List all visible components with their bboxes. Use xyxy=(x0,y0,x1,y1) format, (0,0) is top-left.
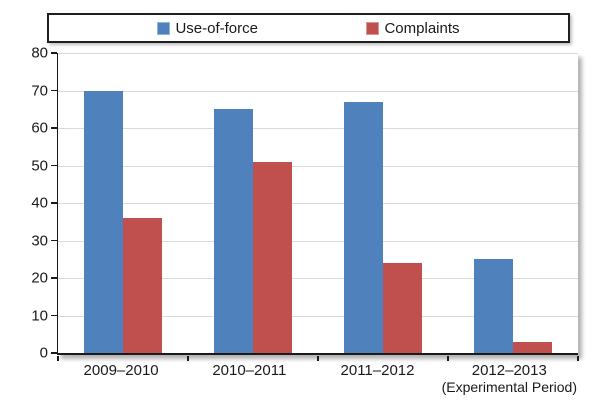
bar-use-of-force-2009–2010 xyxy=(84,90,123,353)
x-axis-label-text: 2010–2011 xyxy=(212,362,287,379)
x-axis-tick xyxy=(187,355,189,361)
gridline-30 xyxy=(58,240,578,242)
use-of-force-swatch-icon xyxy=(157,21,171,35)
gridline-60 xyxy=(58,128,578,129)
bar-complaints-2009–2010 xyxy=(123,218,162,353)
x-axis-sublabel-text: (Experimental Period) xyxy=(441,379,577,395)
x-axis-label-text: 2011–2012 xyxy=(340,362,415,379)
bar-use-of-force-2012–2013 xyxy=(474,259,513,353)
bar-group-2009–2010 xyxy=(58,53,188,353)
x-axis-label-2012–2013: 2012–2013 (Experimental Period) xyxy=(442,362,577,402)
bar-use-of-force-2011–2012 xyxy=(344,101,383,353)
bar-complaints-2011–2012 xyxy=(383,263,422,353)
y-axis-label: 10 xyxy=(31,307,48,324)
x-axis-label-2011–2012: 2011–2012 xyxy=(313,362,441,402)
gridline-40 xyxy=(58,203,578,204)
legend-item-complaints: Complaints xyxy=(366,19,460,37)
y-axis-label: 60 xyxy=(31,119,48,137)
legend-label-use-of-force: Use-of-force xyxy=(175,19,258,37)
x-axis-label-2009–2010: 2009–2010 xyxy=(57,362,185,402)
y-axis-tick xyxy=(51,164,57,167)
x-axis-label-text: 2009–2010 xyxy=(83,362,159,379)
y-axis-label: 0 xyxy=(39,344,48,362)
x-axis-tick xyxy=(57,355,59,361)
gridline-70 xyxy=(58,90,578,92)
x-axis-tick xyxy=(447,355,449,361)
y-axis-tick xyxy=(51,239,57,242)
y-axis-label: 20 xyxy=(31,269,48,287)
y-axis-tick xyxy=(51,352,57,354)
y-axis-tick xyxy=(51,127,57,129)
gridline-10 xyxy=(58,315,578,317)
complaints-swatch-icon xyxy=(366,21,380,35)
bar-complaints-2012–2013 xyxy=(513,341,552,353)
y-axis-tick xyxy=(51,89,57,92)
x-axis-label-2010–2011: 2010–2011 xyxy=(185,362,313,402)
bar-group-2011–2012 xyxy=(318,53,448,353)
bar-group-2012–2013 xyxy=(448,53,578,353)
x-axis-tick xyxy=(577,355,579,361)
x-axis-label-text: 2012–2013 xyxy=(471,362,547,379)
legend: Use-of-force Complaints xyxy=(47,13,570,43)
bar-complaints-2010–2011 xyxy=(253,161,292,353)
y-axis-label: 80 xyxy=(31,44,48,62)
y-axis-label: 30 xyxy=(31,232,48,249)
y-axis-label: 70 xyxy=(31,82,48,99)
x-axis-tick xyxy=(317,355,319,361)
gridline-80 xyxy=(58,53,578,54)
legend-label-complaints: Complaints xyxy=(384,19,460,37)
bar-use-of-force-2010–2011 xyxy=(214,109,253,353)
y-axis-label: 40 xyxy=(31,194,48,212)
y-axis-tick xyxy=(51,314,57,317)
plot-area: 0 10 20 30 40 50 60 70 80 xyxy=(31,46,579,361)
gridline-20 xyxy=(58,278,578,279)
y-axis-tick xyxy=(51,202,57,204)
x-axis-labels: 2009–2010 2010–2011 2011–2012 2012–2013 (Exp… xyxy=(57,362,577,402)
y-axis-label: 50 xyxy=(31,157,48,174)
gridline-50 xyxy=(58,165,578,167)
y-axis-tick xyxy=(51,277,57,279)
legend-item-use-of-force: Use-of-force xyxy=(157,20,258,37)
bar-group-2010–2011 xyxy=(188,53,318,353)
y-axis-tick xyxy=(51,52,57,54)
